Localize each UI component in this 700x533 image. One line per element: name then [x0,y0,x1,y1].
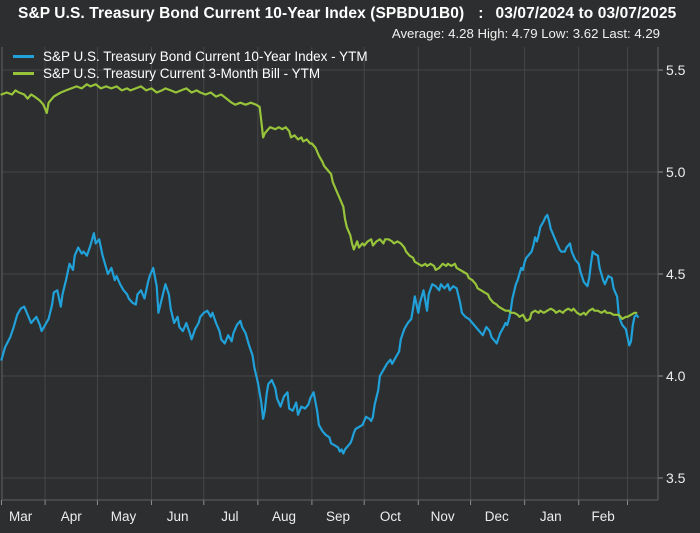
x-tick-label: Jul [221,509,238,524]
x-tick-label: Feb [591,509,614,524]
y-tick-label: 5.5 [666,62,686,78]
x-tick-label: Sep [326,509,350,524]
title-separator: : [478,5,484,22]
x-tick-label: Jun [167,509,189,524]
y-tick-label: 4.0 [666,368,686,384]
legend-swatch-3m-line [13,72,34,75]
x-tick-label: Apr [61,509,83,524]
legend-item-3m: S&P U.S. Treasury Current 3-Month Bill -… [13,65,368,82]
title-bar: S&P U.S. Treasury Bond Current 10-Year I… [18,5,676,23]
legend-label-3m: S&P U.S. Treasury Current 3-Month Bill -… [43,66,321,81]
x-tick-label: Jan [540,509,562,524]
x-tick-label: Nov [431,509,455,524]
stats-line: Average: 4.28 High: 4.79 Low: 3.62 Last:… [391,26,660,41]
x-tick-label: Mar [9,509,33,524]
legend-item-10y: S&P U.S. Treasury Bond Current 10-Year I… [13,48,368,65]
page-title: S&P U.S. Treasury Bond Current 10-Year I… [18,5,465,22]
x-tick-label: May [111,509,137,524]
x-tick-label: Aug [272,509,296,524]
date-range: 03/07/2024 to 03/07/2025 [495,5,677,22]
y-tick-label: 5.0 [666,164,686,180]
series-line-10y [0,213,640,455]
legend-label-10y: S&P U.S. Treasury Bond Current 10-Year I… [43,49,368,64]
legend: S&P U.S. Treasury Bond Current 10-Year I… [13,48,368,82]
y-tick-label: 3.5 [666,470,686,486]
x-tick-label: Dec [485,509,509,524]
legend-swatch-10y-line [13,55,34,58]
y-tick-label: 4.5 [666,266,686,282]
x-tick-label: Oct [380,509,401,524]
series-line-3m [0,83,638,322]
